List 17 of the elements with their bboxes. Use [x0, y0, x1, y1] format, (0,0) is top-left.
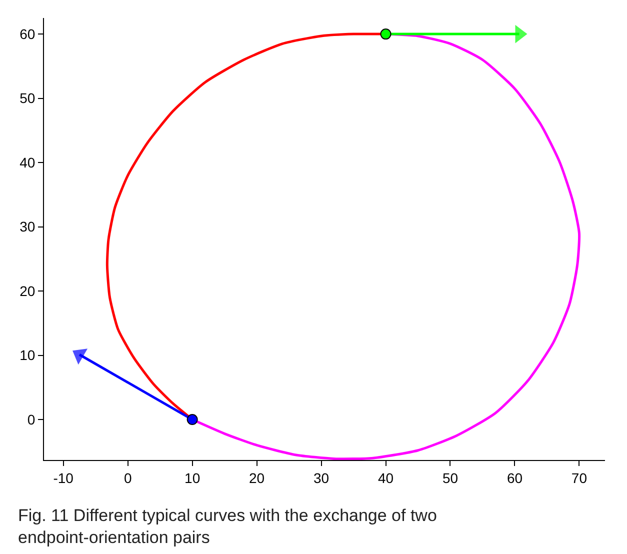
x-tick-label: 50 — [442, 470, 458, 486]
y-tick-label: 50 — [20, 90, 36, 106]
y-tick-label: 10 — [20, 347, 36, 364]
x-tick-label: 10 — [184, 470, 200, 486]
y-tick-label: 30 — [20, 218, 36, 235]
x-tick-label: -10 — [53, 470, 74, 486]
x-tick-label: 30 — [313, 470, 330, 486]
x-tick-label: 0 — [124, 470, 132, 486]
x-tick-label: 40 — [378, 470, 394, 486]
x-tick-label: 60 — [506, 470, 523, 486]
x-tick-label: 20 — [249, 470, 265, 486]
y-tick-label: 20 — [20, 282, 36, 299]
caption: Fig. 11 Different typical curves with the exchange of two endpoint-orientation pairs — [18, 506, 437, 548]
y-tick-label: 60 — [20, 26, 36, 42]
y-tick-label: 0 — [27, 411, 36, 428]
x-tick-label: 70 — [571, 470, 588, 486]
y-tick-label: 40 — [20, 154, 36, 170]
